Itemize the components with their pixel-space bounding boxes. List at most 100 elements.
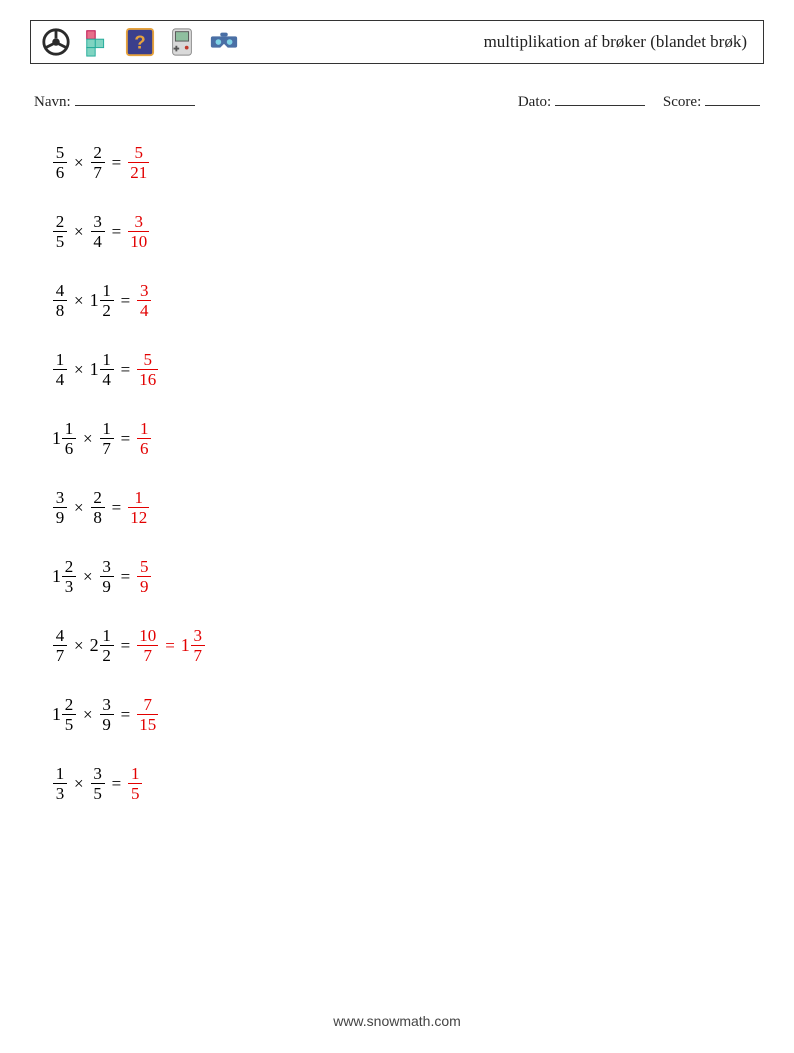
whole-part: 2	[90, 635, 99, 656]
fraction: 17	[99, 419, 115, 458]
fraction-stack: 16	[62, 419, 76, 458]
problems-list: 56×27=52125×34=31048×112=3414×114=516116…	[30, 143, 764, 803]
fraction: 39	[99, 695, 115, 734]
fraction: 521	[127, 143, 150, 182]
denominator: 16	[137, 370, 158, 389]
numerator: 5	[54, 143, 67, 162]
equals-sign: =	[121, 705, 131, 725]
problem-row: 116×17=16	[52, 419, 764, 458]
gameboy-icon	[167, 27, 197, 57]
score-blank[interactable]	[705, 92, 760, 106]
fraction-stack: 39	[100, 557, 114, 596]
numerator: 1	[100, 281, 113, 300]
icon-row: ?	[41, 27, 239, 57]
fraction-stack: 12	[100, 281, 114, 320]
tetris-icon	[83, 27, 113, 57]
date-blank[interactable]	[555, 92, 645, 106]
numerator: 5	[141, 350, 154, 369]
wheel-icon	[41, 27, 71, 57]
info-row: Navn: Dato: Score:	[30, 92, 764, 111]
operator-multiply: ×	[83, 429, 93, 449]
fraction: 715	[136, 695, 159, 734]
fraction-stack: 39	[53, 488, 67, 527]
denominator: 21	[128, 163, 149, 182]
numerator: 5	[132, 143, 145, 162]
fraction: 125	[52, 695, 77, 734]
worksheet-page: ? multiplikation af brøker (blandet brøk…	[0, 0, 794, 1053]
numerator: 3	[192, 626, 205, 645]
fraction: 137	[181, 626, 206, 665]
fraction: 35	[90, 764, 106, 803]
fraction: 212	[90, 626, 115, 665]
problem-row: 123×39=59	[52, 557, 764, 596]
operator-multiply: ×	[74, 774, 84, 794]
equals-sign: =	[112, 153, 122, 173]
operator-multiply: ×	[74, 636, 84, 656]
numerator: 4	[54, 626, 67, 645]
denominator: 4	[100, 370, 113, 389]
denominator: 7	[91, 163, 104, 182]
fraction: 13	[52, 764, 68, 803]
operator-multiply: ×	[74, 360, 84, 380]
fraction: 39	[99, 557, 115, 596]
fraction-stack: 39	[100, 695, 114, 734]
name-label: Navn:	[34, 94, 71, 111]
denominator: 10	[128, 232, 149, 251]
equals-sign: =	[121, 291, 131, 311]
denominator: 15	[137, 715, 158, 734]
numerator: 3	[91, 212, 104, 231]
question-box-icon: ?	[125, 27, 155, 57]
denominator: 5	[129, 784, 142, 803]
fraction-stack: 107	[137, 626, 158, 665]
fraction: 112	[90, 281, 115, 320]
denominator: 7	[100, 439, 113, 458]
denominator: 4	[138, 301, 151, 320]
numerator: 1	[100, 419, 113, 438]
numerator: 2	[91, 143, 104, 162]
whole-part: 1	[90, 290, 99, 311]
numerator: 7	[141, 695, 154, 714]
denominator: 5	[54, 232, 67, 251]
fraction-stack: 516	[137, 350, 158, 389]
fraction-stack: 16	[137, 419, 151, 458]
fraction: 25	[52, 212, 68, 251]
equals-sign: =	[121, 429, 131, 449]
denominator: 5	[91, 784, 104, 803]
whole-part: 1	[52, 566, 61, 587]
numerator: 1	[129, 764, 142, 783]
equals-sign: =	[112, 498, 122, 518]
fraction-stack: 15	[128, 764, 142, 803]
denominator: 9	[100, 577, 113, 596]
fraction: 39	[52, 488, 68, 527]
denominator: 7	[192, 646, 205, 665]
denominator: 6	[63, 439, 76, 458]
numerator: 1	[100, 626, 113, 645]
operator-multiply: ×	[83, 705, 93, 725]
denominator: 3	[63, 577, 76, 596]
fraction: 123	[52, 557, 77, 596]
numerator: 3	[100, 557, 113, 576]
fraction-stack: 27	[91, 143, 105, 182]
fraction-stack: 47	[53, 626, 67, 665]
whole-part: 1	[181, 635, 190, 656]
score-label: Score:	[663, 94, 701, 110]
fraction-stack: 112	[128, 488, 149, 527]
denominator: 9	[100, 715, 113, 734]
fraction: 116	[52, 419, 77, 458]
name-blank[interactable]	[75, 92, 195, 106]
fraction-stack: 34	[91, 212, 105, 251]
vr-goggles-icon	[209, 27, 239, 57]
equals-sign: =	[121, 360, 131, 380]
fraction-stack: 25	[62, 695, 76, 734]
fraction-stack: 56	[53, 143, 67, 182]
fraction: 15	[127, 764, 143, 803]
denominator: 6	[138, 439, 151, 458]
numerator: 2	[63, 695, 76, 714]
fraction: 59	[136, 557, 152, 596]
numerator: 2	[54, 212, 67, 231]
fraction: 14	[52, 350, 68, 389]
fraction: 34	[90, 212, 106, 251]
operator-multiply: ×	[83, 567, 93, 587]
header-box: ? multiplikation af brøker (blandet brøk…	[30, 20, 764, 64]
denominator: 2	[100, 301, 113, 320]
